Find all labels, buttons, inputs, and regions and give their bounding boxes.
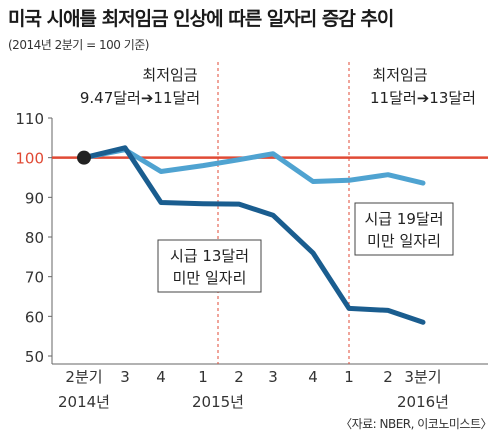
wage-annotation-2-value: 11달러➔13달러 xyxy=(370,89,476,107)
x-year-label: 2016년 xyxy=(397,393,449,411)
chart-subtitle: (2014년 2분기 = 100 기준) xyxy=(8,38,149,52)
x-year-label: 2014년 xyxy=(58,393,110,411)
wage-annotation-2-title: 최저임금 xyxy=(372,66,427,84)
wage-annotation-1-value: 9.47달러➔11달러 xyxy=(80,89,200,107)
y-tick-label: 50 xyxy=(25,348,44,366)
y-tick-label: 100 xyxy=(15,150,44,168)
x-tick-label: 3분기 xyxy=(404,368,441,386)
x-tick-label: 3 xyxy=(268,368,278,386)
series-label-text-2: 미만 일자리 xyxy=(173,269,247,287)
chart-title: 미국 시애틀 최저임금 인상에 따른 일자리 증감 추이 xyxy=(8,8,394,30)
series-label-box-1 xyxy=(354,202,454,256)
start-point-marker xyxy=(77,150,91,165)
series-label-text-1: 시급 19달러 xyxy=(364,210,443,228)
x-year-label: 2015년 xyxy=(192,393,244,411)
y-tick-label: 80 xyxy=(25,229,44,247)
wage-annotation-1-title: 최저임금 xyxy=(142,66,197,84)
series-line-2 xyxy=(81,145,426,325)
x-tick-label: 2 xyxy=(383,368,393,386)
series-label-box-2 xyxy=(157,239,262,293)
x-tick-label: 2 xyxy=(234,368,244,386)
x-tick-label: 4 xyxy=(308,368,318,386)
x-tick-label: 2분기 xyxy=(65,368,102,386)
source-note: 〈자료: NBER, 이코노미스트〉 xyxy=(340,417,492,431)
series-layer xyxy=(77,145,426,325)
y-tick-label: 70 xyxy=(25,269,44,287)
y-tick-label: 60 xyxy=(25,308,44,326)
x-tick-label: 1 xyxy=(198,368,208,386)
y-tick-label: 90 xyxy=(25,189,44,207)
grid-layer: 110 100 90 80 70 60 50 2분기 3 4 1 2 3 4 1 2 3분기 2014년 2015년… xyxy=(15,62,488,411)
x-tick-label: 4 xyxy=(156,368,166,386)
series-line-1 xyxy=(81,147,426,186)
y-tick-label: 110 xyxy=(15,110,44,128)
x-tick-label: 3 xyxy=(120,368,130,386)
x-tick-label: 1 xyxy=(344,368,354,386)
series-label-text-1: 미만 일자리 xyxy=(367,232,441,250)
series-label-text-2: 시급 13달러 xyxy=(170,247,249,265)
